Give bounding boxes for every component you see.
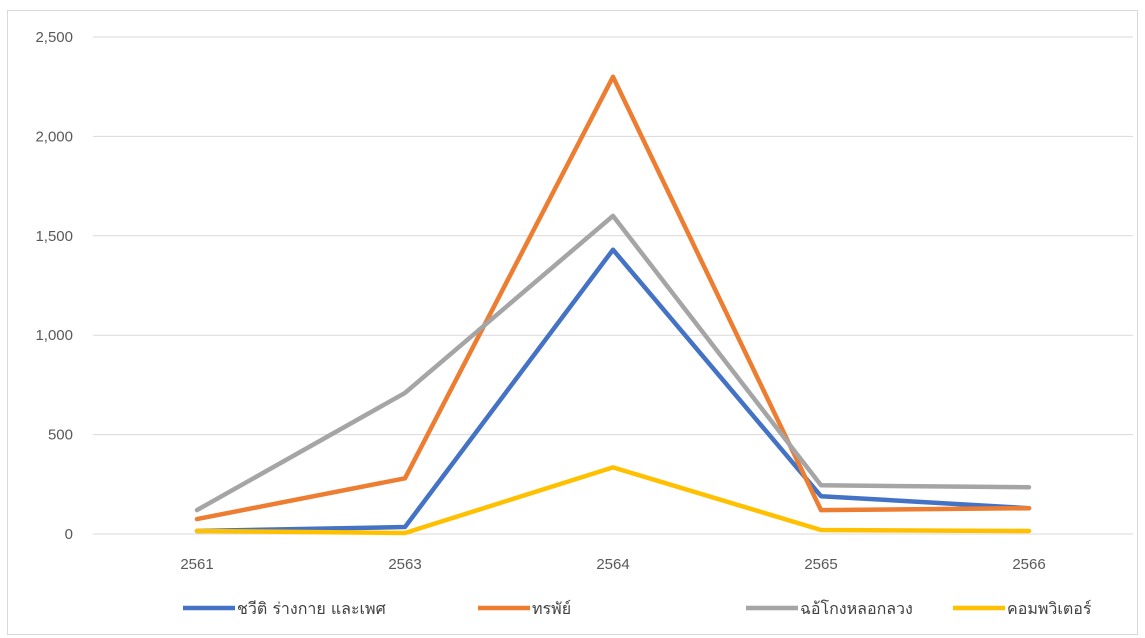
gridlines (93, 36, 1133, 436)
x-tick-label: 2566 (1012, 556, 1045, 573)
x-tick-label: 2561 (180, 556, 213, 573)
legend: ชวีติ ร่างกาย และเพศ ทรพัย์ ฉอ้โกงหลอกลวง ค… (183, 599, 1092, 618)
x-axis-tick-labels: 2561 2563 2564 2565 2566 (180, 556, 1045, 573)
y-tick-label: 1,500 (35, 228, 73, 245)
x-tick-label: 2565 (804, 556, 837, 573)
y-axis-tick-labels: 0 500 1,000 1,500 2,000 2,500 (35, 29, 73, 543)
series-line-2 (194, 74, 1032, 522)
y-tick-label: 1,000 (35, 327, 73, 344)
y-tick-label: 0 (65, 526, 73, 543)
y-tick-label: 2,000 (35, 128, 73, 145)
x-tick-label: 2564 (596, 556, 629, 573)
legend-label: ฉอ้โกงหลอกลวง (800, 599, 913, 618)
y-tick-label: 500 (48, 427, 73, 444)
legend-label: คอมพวิเตอร์ (1007, 599, 1092, 618)
y-tick-label: 2,500 (35, 29, 73, 46)
series-lines (194, 74, 1032, 536)
legend-label: ชวีติ ร่างกาย และเพศ (237, 599, 386, 618)
series-line-1 (194, 247, 1032, 534)
x-tick-label: 2563 (388, 556, 421, 573)
legend-label: ทรพัย์ (532, 599, 571, 618)
